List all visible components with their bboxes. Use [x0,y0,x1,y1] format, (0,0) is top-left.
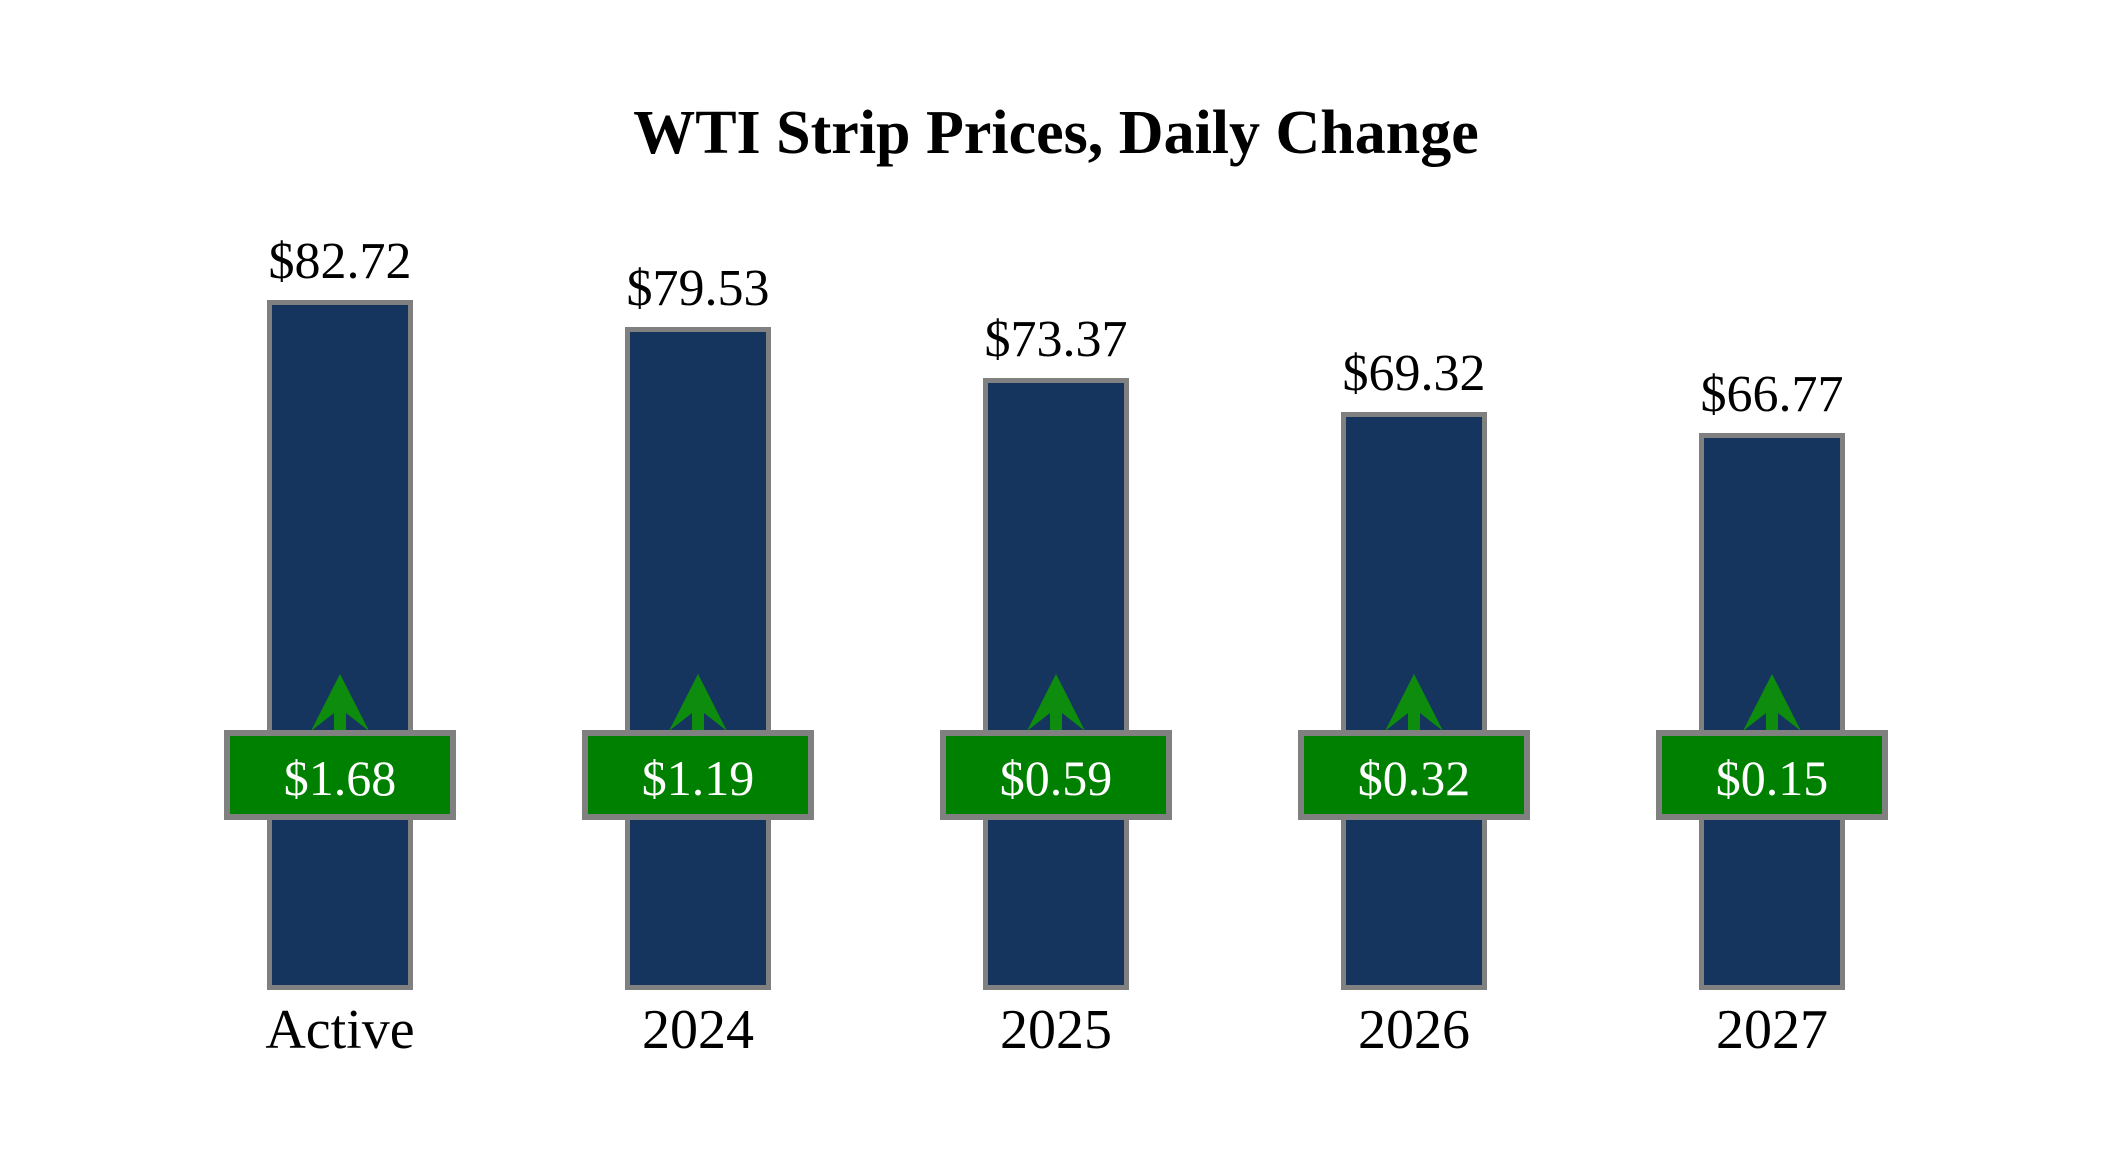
price-label: $69.32 [1342,345,1486,402]
price-label: $66.77 [1700,366,1844,423]
daily-change-value: $0.32 [1357,750,1471,806]
daily-change-value: $0.59 [999,750,1113,806]
up-arrow-icon [1027,674,1085,732]
daily-change-badge: $1.68 [224,730,456,820]
daily-change-value: $0.15 [1715,750,1829,806]
up-arrow-icon [669,674,727,732]
daily-change-badge: $0.59 [940,730,1172,820]
chart-title: WTI Strip Prices, Daily Change [633,99,1479,167]
price-label: $79.53 [626,260,770,317]
daily-change-badge: $1.19 [582,730,814,820]
category-label-2026: 2026 [1358,999,1470,1061]
up-arrow-icon [1743,674,1801,732]
daily-change-value: $1.19 [641,750,755,806]
category-label-2025: 2025 [1000,999,1112,1061]
up-arrow-icon [311,674,369,732]
bar-2024 [625,327,771,990]
up-arrow-icon [1385,674,1443,732]
category-label-2027: 2027 [1716,999,1828,1061]
daily-change-value: $1.68 [283,750,397,806]
bar-active [267,300,413,990]
daily-change-badge: $0.32 [1298,730,1530,820]
price-label: $82.72 [268,233,412,290]
category-label-active: Active [265,999,415,1061]
daily-change-badge: $0.15 [1656,730,1888,820]
category-label-2024: 2024 [642,999,754,1061]
price-label: $73.37 [984,311,1128,368]
